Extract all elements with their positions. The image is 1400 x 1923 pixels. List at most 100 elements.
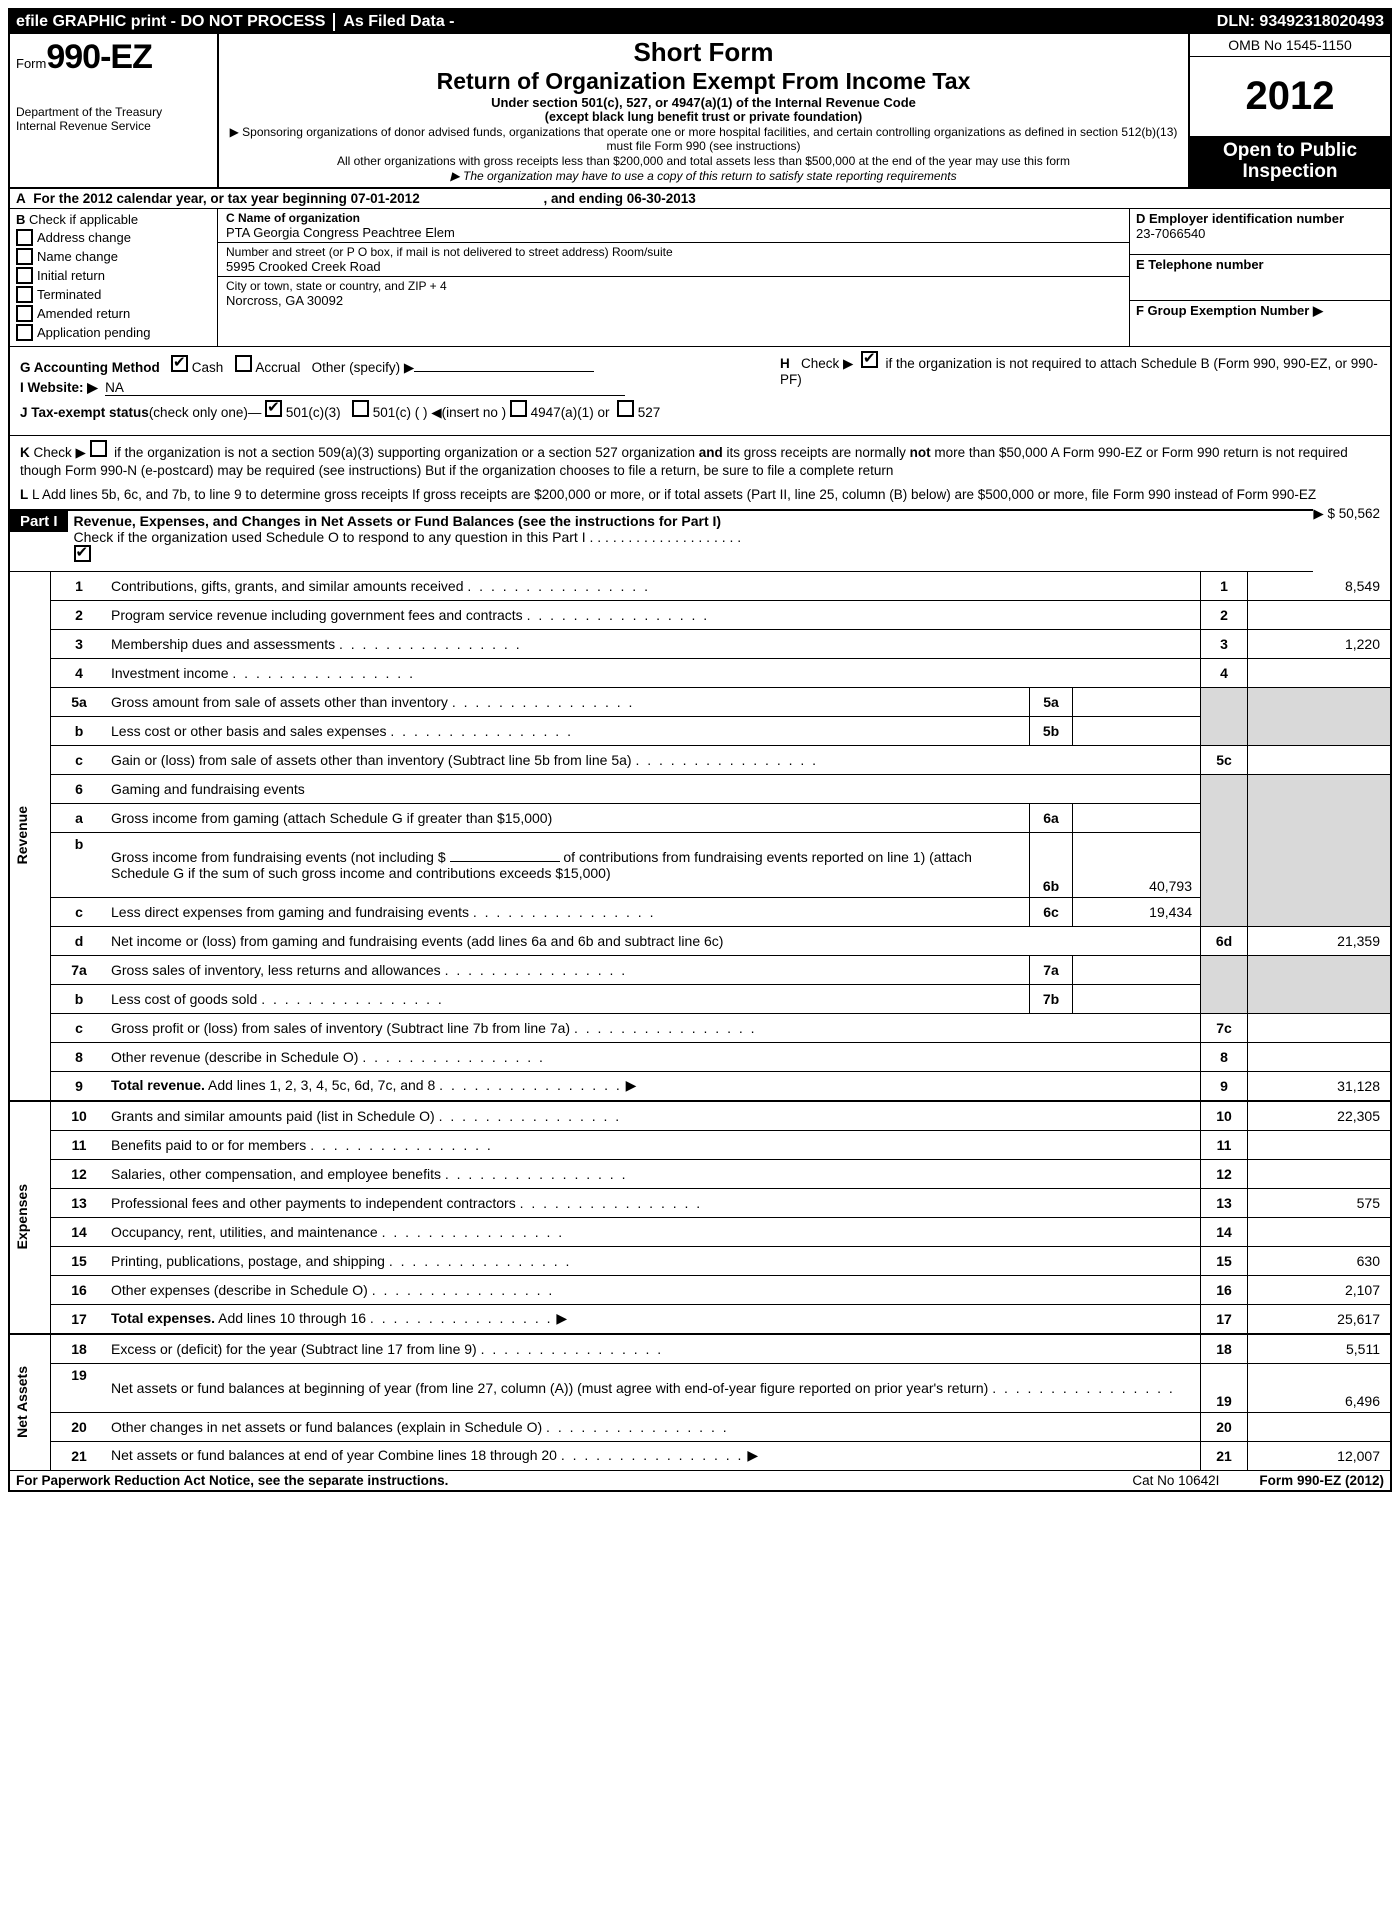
grey-cell — [1201, 955, 1248, 1013]
cb-4947[interactable] — [510, 400, 527, 417]
return-title: Return of Organization Exempt From Incom… — [227, 68, 1180, 95]
section-kl: K Check ▶ if the organization is not a s… — [10, 436, 1390, 509]
line-desc: Other expenses (describe in Schedule O) — [107, 1275, 1201, 1304]
h-text1: Check ▶ — [801, 356, 853, 371]
line-desc: Contributions, gifts, grants, and simila… — [107, 572, 1201, 601]
line-val — [1248, 1159, 1391, 1188]
sub-val: 19,434 — [1073, 897, 1201, 926]
sub-num: 5a — [1030, 687, 1073, 716]
line-num: 9 — [51, 1071, 108, 1101]
row-a: A For the 2012 calendar year, or tax yea… — [10, 189, 1390, 209]
line-desc: Program service revenue including govern… — [107, 600, 1201, 629]
cb-cash[interactable] — [171, 355, 188, 372]
dept1: Department of the Treasury — [16, 105, 211, 119]
cb-label: Application pending — [37, 325, 150, 340]
line-desc: Gross income from gaming (attach Schedul… — [107, 803, 1030, 832]
line-num: c — [51, 897, 108, 926]
line-num: 5a — [51, 687, 108, 716]
line-num: d — [51, 926, 108, 955]
line-val: 12,007 — [1248, 1441, 1391, 1470]
dept2: Internal Revenue Service — [16, 119, 211, 133]
line-desc: Less cost of goods sold — [107, 984, 1030, 1013]
other-field[interactable] — [414, 371, 594, 372]
expenses-label: Expenses — [14, 1184, 30, 1249]
line-num: 13 — [51, 1188, 108, 1217]
part1-title: Revenue, Expenses, and Changes in Net As… — [74, 513, 722, 529]
omb-number: OMB No 1545-1150 — [1190, 34, 1390, 57]
revenue-label: Revenue — [14, 806, 30, 864]
501c3-label: 501(c)(3) — [286, 405, 341, 420]
form-container: efile GRAPHIC print - DO NOT PROCESS As … — [8, 8, 1392, 1492]
line-val — [1248, 745, 1391, 774]
label-a: A — [16, 191, 26, 206]
cb-amended[interactable]: Amended return — [16, 305, 211, 322]
row-a-text: For the 2012 calendar year, or tax year … — [33, 191, 419, 206]
line-rnum: 10 — [1201, 1101, 1248, 1131]
line-num: 11 — [51, 1130, 108, 1159]
line-val: 2,107 — [1248, 1275, 1391, 1304]
contrib-field[interactable] — [450, 861, 560, 862]
line-num: 8 — [51, 1042, 108, 1071]
footer-mid: Cat No 10642I — [1132, 1473, 1219, 1488]
sub-num: 7b — [1030, 984, 1073, 1013]
line-desc: Total expenses. Add lines 10 through 16 … — [107, 1304, 1201, 1334]
line-desc: Salaries, other compensation, and employ… — [107, 1159, 1201, 1188]
topbar-right: DLN: 93492318020493 — [1217, 13, 1384, 31]
line-rnum: 18 — [1201, 1334, 1248, 1364]
sub-num: 6b — [1030, 832, 1073, 897]
line-rnum: 15 — [1201, 1246, 1248, 1275]
line-val — [1248, 1412, 1391, 1441]
line-val: 5,511 — [1248, 1334, 1391, 1364]
line-rnum: 8 — [1201, 1042, 1248, 1071]
line-val: 21,359 — [1248, 926, 1391, 955]
part1-desc: Revenue, Expenses, and Changes in Net As… — [68, 511, 748, 567]
cash-label: Cash — [192, 360, 224, 375]
g-label: G Accounting Method — [20, 360, 160, 375]
cb-pending[interactable]: Application pending — [16, 324, 211, 341]
c-name-label: C Name of organization — [226, 211, 1121, 225]
line-rnum: 1 — [1201, 572, 1248, 601]
line-val: 22,305 — [1248, 1101, 1391, 1131]
cb-label: Address change — [37, 230, 131, 245]
line-num: 2 — [51, 600, 108, 629]
4947-label: 4947(a)(1) or — [531, 405, 610, 420]
line-num: 17 — [51, 1304, 108, 1334]
org-name: PTA Georgia Congress Peachtree Elem — [226, 225, 1121, 240]
line-num: 16 — [51, 1275, 108, 1304]
line-num: 14 — [51, 1217, 108, 1246]
line-desc: Printing, publications, postage, and shi… — [107, 1246, 1201, 1275]
cb-527[interactable] — [617, 400, 634, 417]
revenue-side: Revenue — [10, 572, 51, 1101]
cb-501c[interactable] — [352, 400, 369, 417]
netassets-side: Net Assets — [10, 1334, 51, 1470]
grey-cell — [1248, 687, 1391, 745]
line-rnum: 4 — [1201, 658, 1248, 687]
527-label: 527 — [638, 405, 661, 420]
line-rnum: 20 — [1201, 1412, 1248, 1441]
cb-accrual[interactable] — [235, 355, 252, 372]
cb-label: Terminated — [37, 287, 101, 302]
cb-terminated[interactable]: Terminated — [16, 286, 211, 303]
cb-h[interactable] — [861, 351, 878, 368]
sub-val — [1073, 716, 1201, 745]
cb-initial-return[interactable]: Initial return — [16, 267, 211, 284]
line-val — [1248, 1130, 1391, 1159]
sub-num: 6c — [1030, 897, 1073, 926]
cb-501c3[interactable] — [265, 400, 282, 417]
line-num: 18 — [51, 1334, 108, 1364]
website-field[interactable]: NA — [105, 380, 625, 396]
check-if-label: Check if applicable — [29, 212, 138, 227]
line-num: 15 — [51, 1246, 108, 1275]
checkbox-icon — [16, 229, 33, 246]
cb-name-change[interactable]: Name change — [16, 248, 211, 265]
cb-k[interactable] — [90, 440, 107, 457]
f-cell: F Group Exemption Number ▶ — [1130, 301, 1390, 346]
cb-part1[interactable] — [74, 545, 91, 562]
line-val — [1248, 1013, 1391, 1042]
sub-val — [1073, 687, 1201, 716]
line-val: 1,220 — [1248, 629, 1391, 658]
l-amount: ▶ $ 50,562 — [1313, 505, 1380, 523]
top-bar: efile GRAPHIC print - DO NOT PROCESS As … — [10, 10, 1390, 34]
footer-left: For Paperwork Reduction Act Notice, see … — [16, 1473, 448, 1488]
cb-address-change[interactable]: Address change — [16, 229, 211, 246]
